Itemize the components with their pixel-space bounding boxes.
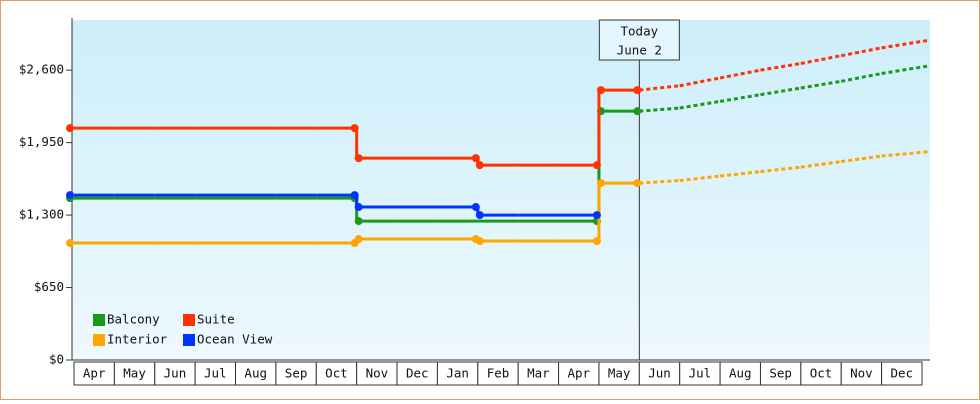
point	[633, 86, 642, 95]
legend-swatch	[183, 334, 195, 346]
point	[596, 86, 605, 95]
x-tick-label: Oct	[325, 366, 348, 381]
x-tick-label: May	[123, 366, 146, 381]
point	[354, 203, 363, 212]
series	[66, 38, 931, 170]
today-label: June 2	[617, 43, 662, 58]
y-tick-label: $650	[34, 279, 64, 294]
legend-label: Interior	[107, 332, 168, 347]
point	[475, 211, 484, 220]
today-label: Today	[621, 24, 659, 39]
x-tick-box	[881, 361, 923, 386]
today-box	[598, 19, 680, 61]
point	[633, 107, 642, 116]
x-tick-label: Feb	[487, 366, 510, 381]
x-tick-label: Jun	[164, 366, 187, 381]
point	[475, 237, 484, 246]
x-tick-label: Jul	[204, 366, 227, 381]
y-tick-label: $2,600	[19, 62, 64, 77]
x-tick-label: Oct	[810, 366, 833, 381]
legend-swatch	[183, 314, 195, 326]
point	[354, 217, 363, 226]
series	[66, 191, 601, 220]
x-tick-label: Dec	[406, 366, 429, 381]
plot-background	[72, 20, 930, 360]
legend-label: Balcony	[107, 312, 160, 327]
x-tick-label: Nov	[366, 366, 389, 381]
x-tick-label: Aug	[244, 366, 267, 381]
series	[66, 150, 931, 248]
point	[633, 179, 642, 188]
legend-swatch	[93, 334, 105, 346]
point	[596, 179, 605, 188]
point	[475, 161, 484, 170]
y-tick-label: $1,950	[19, 134, 64, 149]
point	[66, 191, 74, 200]
x-tick-label: Sep	[769, 366, 792, 381]
legend-label: Suite	[197, 312, 235, 327]
x-tick-label: Jul	[689, 366, 712, 381]
point	[354, 154, 363, 163]
point	[66, 124, 74, 133]
point	[592, 211, 601, 220]
y-tick-label: $1,300	[19, 207, 64, 222]
x-tick-label: Mar	[527, 366, 550, 381]
x-tick-label: Dec	[891, 366, 914, 381]
x-tick-label: Nov	[850, 366, 873, 381]
legend-label: Ocean View	[197, 332, 273, 347]
legend-swatch	[93, 314, 105, 326]
y-tick-label: $0	[49, 352, 64, 367]
point	[354, 235, 363, 244]
forecast-segment	[881, 150, 931, 158]
point	[66, 239, 74, 248]
forecast-segment	[881, 38, 931, 50]
x-tick-label: Jun	[648, 366, 671, 381]
x-tick-label: May	[608, 366, 631, 381]
x-tick-label: Apr	[83, 366, 106, 381]
x-tick-label: Aug	[729, 366, 752, 381]
x-tick-label: Apr	[567, 366, 590, 381]
forecast-segment	[881, 64, 931, 75]
x-tick-label: Jan	[446, 366, 469, 381]
x-tick-label: Sep	[285, 366, 308, 381]
